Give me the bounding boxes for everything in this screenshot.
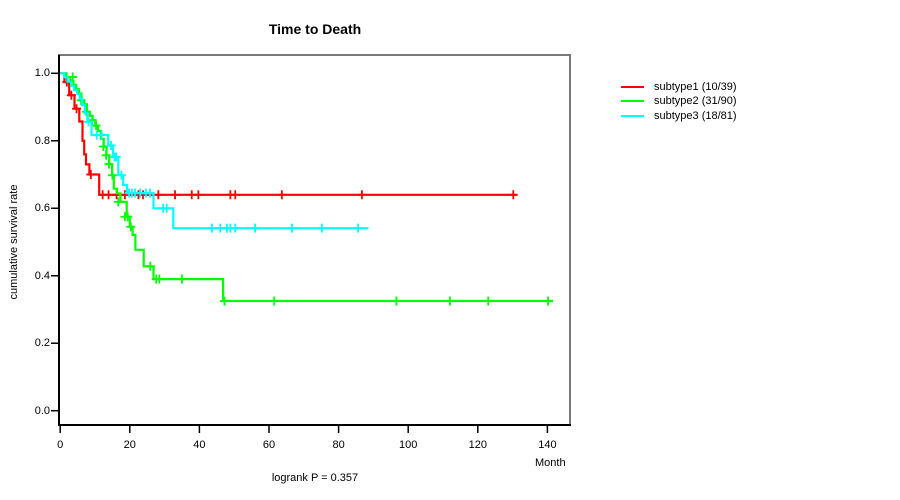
survival-curve-subtype2 [60,72,553,303]
legend-row: subtype1 (10/39) [621,80,737,94]
y-tick-label: 0.4 [34,269,50,282]
y-tick-label: 0.8 [34,134,50,147]
x-tick-label: 0 [57,439,64,451]
legend-row: subtype3 (18/81) [621,109,737,123]
legend-row: subtype2 (31/90) [621,94,737,108]
x-tick-label: 20 [123,439,136,451]
x-tick-label: 80 [332,439,345,451]
legend-label: subtype1 (10/39) [654,81,737,94]
x-tick-label: 120 [468,439,487,451]
x-tick-label: 100 [399,439,418,451]
legend: subtype1 (10/39) subtype2 (31/90) subtype3… [621,80,737,123]
legend-line-swatch [621,86,644,89]
y-tick-label: 0.2 [34,337,50,350]
y-tick-label: 1.0 [34,67,50,80]
logrank-pvalue: logrank P = 0.357 [271,472,359,484]
legend-line-swatch [621,100,644,103]
survival-curve-subtype3 [60,72,369,230]
x-tick-label: 140 [538,439,557,451]
x-axis-label: Month [535,457,566,469]
legend-line-swatch [621,114,644,117]
y-tick-label: 0.0 [34,404,50,417]
legend-label: subtype2 (31/90) [654,95,737,108]
legend-label: subtype3 (18/81) [654,109,737,122]
y-tick-label: 0.6 [34,202,50,215]
survival-curve-subtype1 [60,72,517,196]
x-tick-label: 60 [262,439,276,451]
x-tick-label: 40 [193,439,206,451]
chart-title: Time to Death [268,21,362,37]
